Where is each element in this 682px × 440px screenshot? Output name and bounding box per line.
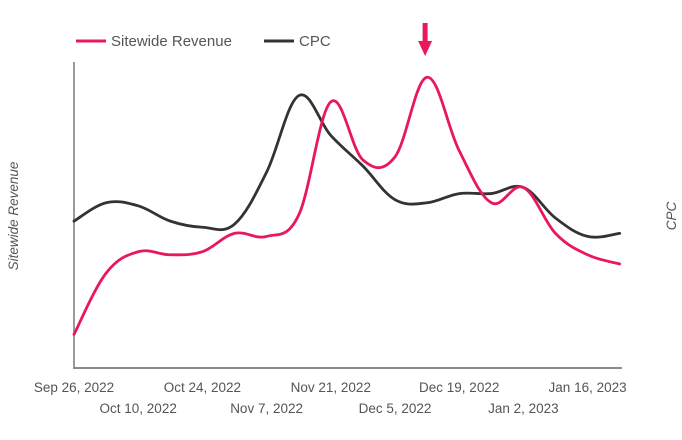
series-line-cpc <box>72 93 622 239</box>
legend-label-revenue: Sitewide Revenue <box>111 33 232 50</box>
series-line-sitewide-revenue <box>72 75 622 336</box>
x-tick-label: Oct 10, 2022 <box>100 401 177 416</box>
x-tick-label: Nov 7, 2022 <box>230 401 303 416</box>
x-tick-label: Nov 21, 2022 <box>291 380 371 395</box>
y-axis-title-left: Sitewide Revenue <box>6 162 21 271</box>
x-tick-label: Dec 19, 2022 <box>419 380 499 395</box>
x-tick-label: Oct 24, 2022 <box>164 380 241 395</box>
peak-arrow-icon <box>418 23 433 56</box>
x-tick-labels: Sep 26, 2022 Oct 24, 2022 Nov 21, 2022 Dec … <box>34 380 627 416</box>
x-tick-label: Jan 2, 2023 <box>488 401 559 416</box>
legend-label-cpc: CPC <box>299 33 331 50</box>
series-layer <box>72 75 622 336</box>
x-tick-label: Dec 5, 2022 <box>359 401 432 416</box>
x-tick-label: Jan 16, 2023 <box>549 380 627 395</box>
x-tick-label: Sep 26, 2022 <box>34 380 114 395</box>
y-axis-title-right: CPC <box>664 202 679 231</box>
annotations <box>418 23 433 56</box>
legend: Sitewide Revenue CPC <box>76 33 331 50</box>
